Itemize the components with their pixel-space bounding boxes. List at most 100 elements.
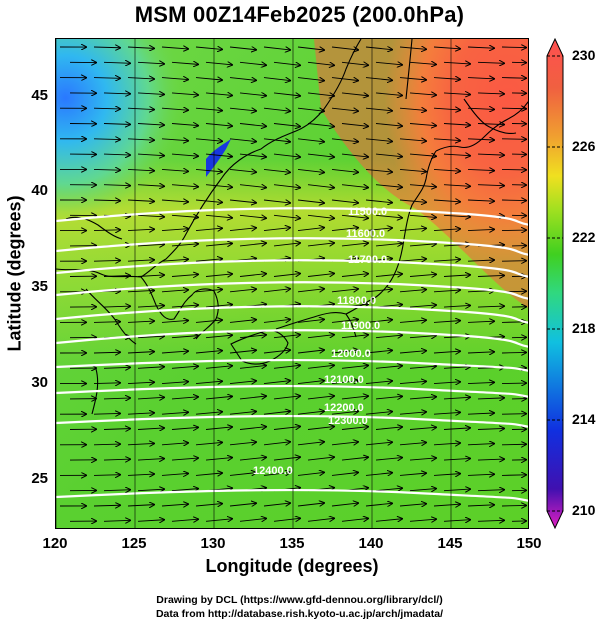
wind-arrow xyxy=(399,351,426,353)
wind-arrow xyxy=(297,381,324,384)
wind-arrow xyxy=(409,305,436,307)
contour-label: 12300.0 xyxy=(328,415,368,427)
wind-arrow xyxy=(341,124,368,127)
wind-arrow xyxy=(93,200,120,201)
wind-arrow xyxy=(307,335,334,338)
wind-arrow xyxy=(93,78,120,79)
wind-arrow xyxy=(501,261,526,262)
wind-arrow xyxy=(341,215,368,218)
footer-credit-drawing: Drawing by DCL (https://www.gfd-dennou.o… xyxy=(156,594,443,606)
wind-arrow xyxy=(127,382,154,383)
wind-arrow xyxy=(195,504,222,506)
wind-arrow xyxy=(307,185,334,188)
wind-arrow xyxy=(433,504,460,506)
wind-arrow xyxy=(365,228,392,231)
wind-arrow xyxy=(365,139,392,142)
wind-arrow xyxy=(273,457,300,460)
wind-arrow xyxy=(263,108,290,111)
wind-arrow xyxy=(341,154,368,157)
wind-arrow xyxy=(409,244,436,246)
wind-arrow xyxy=(195,473,222,475)
wind-arrow xyxy=(171,427,198,429)
wind-arrow xyxy=(375,243,402,246)
wind-arrow xyxy=(467,169,494,170)
map-title: MSM 00Z14Feb2025 (200.0hPa) xyxy=(134,2,465,27)
wind-arrow xyxy=(443,215,470,217)
x-tick-label: 135 xyxy=(279,535,305,552)
wind-arrow xyxy=(341,518,368,521)
wind-arrow xyxy=(205,519,232,522)
wind-arrow xyxy=(273,62,300,65)
wind-arrow xyxy=(171,93,198,95)
wind-arrow xyxy=(501,444,526,445)
wind-arrow xyxy=(433,351,460,353)
height-contour-line xyxy=(56,329,528,348)
wind-arrow xyxy=(205,124,232,127)
wind-arrow xyxy=(93,230,120,231)
cold-streak xyxy=(206,139,231,177)
wind-arrow xyxy=(137,367,164,369)
wind-arrow xyxy=(103,306,130,307)
wind-arrow xyxy=(477,490,504,491)
wind-arrow xyxy=(501,139,526,140)
wind-arrow xyxy=(273,124,300,127)
wind-arrow xyxy=(365,289,392,292)
y-tick-label: 30 xyxy=(31,374,48,392)
wind-arrow xyxy=(195,381,222,383)
wind-arrow xyxy=(273,335,300,338)
wind-arrow xyxy=(399,320,426,322)
wind-arrow xyxy=(297,200,324,203)
wind-arrow xyxy=(137,520,164,522)
wind-arrow xyxy=(195,351,222,353)
wind-arrow xyxy=(433,443,460,445)
wind-arrow xyxy=(297,47,324,50)
wind-arrow xyxy=(443,367,470,369)
wind-arrow xyxy=(331,108,358,111)
wind-arrow xyxy=(229,411,256,414)
wind-arrow xyxy=(239,365,266,368)
wind-arrow xyxy=(137,336,164,338)
wind-arrow xyxy=(205,366,232,369)
contour-labels: 11500.0 11600.0 11700.0 11800.0 11900.0 12000… xyxy=(253,206,387,477)
wind-arrow xyxy=(161,412,188,414)
height-contour-line xyxy=(56,305,528,324)
map-plot-area: 11500.0 11600.0 11700.0 11800.0 11900.0 12000… xyxy=(55,38,529,529)
wind-arrow xyxy=(263,411,290,414)
wind-arrow xyxy=(171,244,198,246)
wind-arrow xyxy=(93,413,120,414)
wind-arrow xyxy=(273,365,300,368)
wind-arrow xyxy=(341,62,368,65)
wind-arrow xyxy=(161,504,188,506)
wind-arrow xyxy=(409,489,436,491)
wind-arrow xyxy=(501,383,526,384)
wind-arrow xyxy=(467,505,494,506)
colorbar-tick-label: 226 xyxy=(572,138,596,154)
wind-arrow xyxy=(171,154,198,156)
y-tick-label: 25 xyxy=(31,470,48,488)
wind-arrow xyxy=(137,489,164,491)
wind-arrow xyxy=(137,428,164,430)
wind-arrow xyxy=(161,443,188,445)
wind-arrow xyxy=(399,381,426,383)
wind-arrow xyxy=(263,139,290,142)
wind-arrow xyxy=(409,124,436,126)
wind-arrow xyxy=(467,229,494,230)
wind-arrow xyxy=(443,154,470,156)
wind-arrow xyxy=(501,352,526,353)
wind-arrow xyxy=(399,259,426,261)
wind-arrow xyxy=(171,366,198,368)
wind-arrow xyxy=(477,306,504,307)
wind-arrow xyxy=(239,124,266,127)
contour-label: 11700.0 xyxy=(348,254,387,266)
wind-arrow xyxy=(93,47,120,48)
wind-arrow xyxy=(477,428,504,429)
wind-arrow xyxy=(171,274,198,276)
wind-arrow xyxy=(433,474,460,476)
wind-arrow xyxy=(375,396,402,399)
wind-arrow xyxy=(161,78,188,80)
wind-arrow xyxy=(171,336,198,338)
wind-arrow xyxy=(171,458,198,460)
wind-arrow xyxy=(331,289,358,292)
wind-arrow xyxy=(307,215,334,218)
wind-arrow xyxy=(239,154,266,157)
